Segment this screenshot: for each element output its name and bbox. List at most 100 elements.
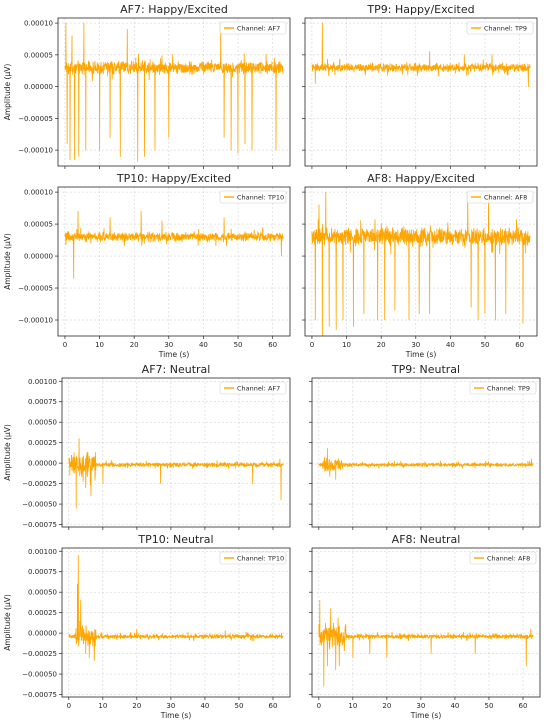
y-tick-label: −0.00050 [22, 501, 57, 509]
axes-frame [311, 377, 541, 528]
y-tick-label: 0.00005 [24, 221, 53, 229]
legend-box [469, 381, 537, 395]
legend-label: Channel: TP9 [484, 24, 527, 32]
y-axis-label: Amplitude (µV) [3, 64, 12, 121]
legend-label: Channel: TP10 [237, 554, 284, 562]
y-tick-label: 0.00075 [28, 398, 57, 406]
axes-frame [304, 17, 538, 167]
y-tick-label: −0.00075 [22, 521, 57, 529]
y-axis-label: Amplitude (µV) [3, 233, 12, 290]
x-tick-label: 60 [269, 702, 278, 710]
axes-frame [311, 547, 541, 698]
x-tick-label: 40 [446, 341, 455, 349]
chart-panel: 0.00010 0.00005 0.00000 −0.00005 −0.00010 AF7… [3, 3, 291, 169]
y-tick-label: 0.00025 [28, 609, 57, 617]
signal-line [68, 555, 284, 661]
y-tick-label: −0.00025 [22, 480, 57, 488]
legend: Channel: TP9 [466, 21, 534, 35]
legend-box [219, 551, 287, 565]
y-tick-label: 0.00000 [28, 460, 57, 468]
y-tick-label: −0.00075 [22, 691, 57, 699]
y-tick-label: 0.00075 [28, 568, 57, 576]
chart-title: AF7: Happy/Excited [120, 3, 228, 16]
y-tick-label: 0.00050 [28, 419, 57, 427]
x-tick-label: 30 [411, 341, 420, 349]
chart-panel: 0 10 20 30 40 50 60 0.00010 0.00005 0.00000 −0.000… [3, 172, 291, 359]
legend: Channel: TP10 [219, 190, 287, 204]
x-tick-label: 0 [317, 702, 321, 710]
axes-frame [61, 377, 291, 528]
x-tick-label: 20 [382, 702, 391, 710]
legend: Channel: AF7 [219, 21, 287, 35]
x-tick-label: 20 [130, 341, 139, 349]
legend: Channel: AF8 [469, 551, 537, 565]
axes-frame [304, 186, 538, 337]
chart-title: TP9: Neutral [391, 363, 460, 376]
chart-title: TP9: Happy/Excited [366, 3, 474, 16]
chart-panel: 0 10 20 30 40 50 60 AF8: Neutral Time (s) Channel… [309, 533, 541, 720]
signal-line [64, 22, 284, 163]
y-axis-label: Amplitude (µV) [3, 594, 12, 651]
y-tick-label: −0.00005 [18, 285, 53, 293]
y-tick-label: 0.00050 [28, 589, 57, 597]
x-tick-label: 10 [348, 702, 357, 710]
chart-panel: 0 10 20 30 40 50 60 AF8: Happy/Excited Time (s) C… [302, 172, 538, 359]
x-tick-label: 10 [95, 341, 104, 349]
x-tick-label: 60 [519, 702, 528, 710]
axes-frame [57, 186, 291, 337]
legend-box [466, 21, 534, 35]
legend-box [219, 190, 287, 204]
legend-label: Channel: AF8 [487, 554, 530, 562]
legend: Channel: AF7 [219, 381, 287, 395]
y-tick-label: 0.00000 [24, 253, 53, 261]
x-tick-label: 30 [416, 702, 425, 710]
x-tick-label: 30 [166, 702, 175, 710]
x-tick-label: 10 [342, 341, 351, 349]
signal-line [318, 447, 534, 480]
x-tick-label: 20 [132, 702, 141, 710]
chart-title: TP10: Happy/Excited [116, 172, 231, 185]
chart-title: TP10: Neutral [137, 533, 213, 546]
legend-label: Channel: TP9 [487, 384, 530, 392]
x-tick-label: 10 [98, 702, 107, 710]
legend-box [219, 21, 287, 35]
x-tick-label: 40 [200, 702, 209, 710]
legend: Channel: TP10 [219, 551, 287, 565]
chart-title: AF8: Neutral [392, 533, 461, 546]
y-tick-label: −0.00005 [18, 115, 53, 123]
legend-label: Channel: AF8 [484, 193, 527, 201]
axes-frame [61, 547, 291, 698]
x-axis-label: Time (s) [160, 711, 192, 720]
y-axis-label: Amplitude (µV) [3, 424, 12, 481]
y-tick-label: 0.00000 [28, 630, 57, 638]
x-tick-label: 30 [164, 341, 173, 349]
x-tick-label: 60 [515, 341, 524, 349]
legend-label: Channel: TP10 [237, 193, 284, 201]
legend: Channel: TP9 [469, 381, 537, 395]
y-tick-label: 0.00025 [28, 439, 57, 447]
chart-panel: TP9: Happy/Excited Channel: TP9 [302, 3, 538, 169]
y-tick-label: −0.00010 [18, 317, 53, 325]
legend: Channel: AF8 [466, 190, 534, 204]
legend-label: Channel: AF7 [237, 384, 280, 392]
x-tick-label: 50 [481, 341, 490, 349]
chart-title: AF8: Happy/Excited [367, 172, 475, 185]
x-tick-label: 20 [377, 341, 386, 349]
signal-line [311, 22, 531, 87]
y-tick-label: 0.00100 [28, 548, 57, 556]
x-axis-label: Time (s) [405, 350, 437, 359]
y-tick-label: −0.00050 [22, 671, 57, 679]
legend-box [469, 551, 537, 565]
signal-line [311, 191, 531, 336]
y-tick-label: −0.00010 [18, 147, 53, 155]
chart-panel: TP9: Neutral Channel: TP9 [309, 363, 541, 530]
x-axis-label: Time (s) [158, 350, 190, 359]
legend-box [219, 381, 287, 395]
x-tick-label: 0 [310, 341, 314, 349]
y-tick-label: 0.00010 [24, 20, 53, 28]
legend-box [466, 190, 534, 204]
signal-line [318, 600, 534, 687]
x-tick-label: 50 [234, 341, 243, 349]
y-tick-label: −0.00025 [22, 650, 57, 658]
signal-line [68, 438, 284, 509]
